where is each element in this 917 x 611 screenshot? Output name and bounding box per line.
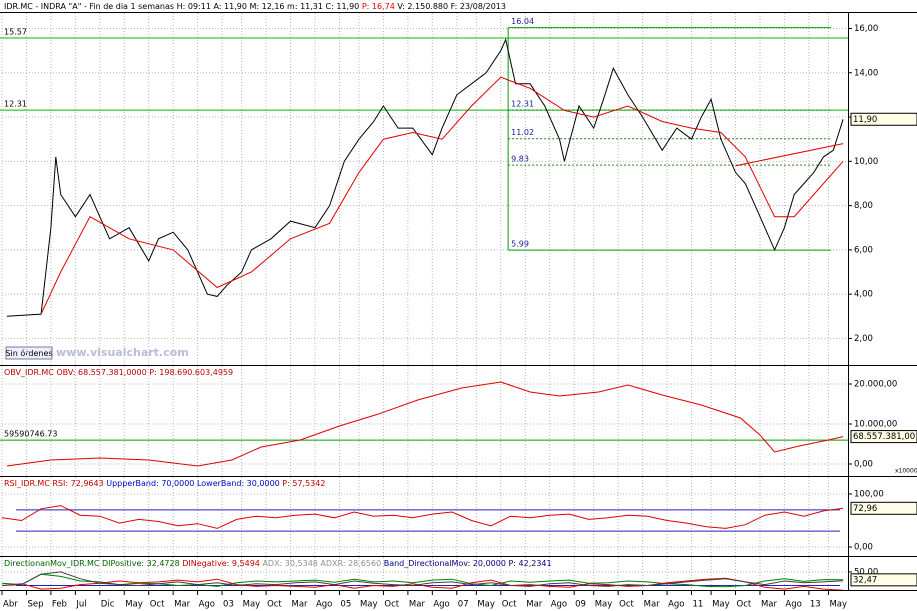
orders-button[interactable] (5, 346, 53, 360)
orders-button-label[interactable]: Sin órdenes (5, 348, 52, 358)
x-tick-label: Ago (199, 600, 215, 610)
x-tick-label: Oct (150, 600, 165, 610)
panel-title-part: UppperBand: 70,0000 LowerBand: 30,0000 (106, 479, 280, 488)
x-tick-label: Dic (101, 600, 115, 610)
trendline (735, 143, 844, 167)
x-tick-label: Oct (502, 600, 517, 610)
x-tick-label: Sep (27, 600, 43, 610)
x-tick-label: 09 (575, 600, 586, 610)
y-tick-label: 16,00 (854, 24, 878, 34)
x-tick-label: Oct (619, 600, 634, 610)
panel-title-part: P: 57,5342 (280, 479, 326, 488)
y-tick-label: 8,00 (854, 201, 873, 211)
y-tick-label: 14,00 (854, 68, 878, 78)
level-label: 12.31 (4, 100, 27, 109)
panel-title-part: ADX: 30,5348 ADXR: 28,6560 (262, 559, 383, 568)
series-line (6, 381, 844, 467)
x-tick-label: Ago (433, 600, 449, 610)
y-tick-label: 50,00 (854, 567, 878, 577)
last-value-box (850, 573, 917, 587)
x-tick-label: 05 (340, 600, 351, 610)
panel-title-part: P: 16,74 (362, 2, 395, 11)
y-tick-label: 4,00 (854, 290, 873, 300)
x-tick-label: Mar (526, 600, 543, 610)
y-tick-label: 20.000,00 (854, 380, 897, 390)
x-tick-label: Mar (644, 600, 661, 610)
x-tick-label: Oct (384, 600, 399, 610)
last-value-label: 11,90 (853, 115, 877, 125)
x-tick-label: 07 (458, 600, 469, 610)
y-tick-label: 100,00 (854, 489, 884, 499)
watermark: www.visualchart.com (56, 346, 189, 359)
x-tick-label: Oct (737, 600, 752, 610)
panel-title: IDR.MC - INDRA "A" - Fin de dia 1 semana… (4, 2, 506, 11)
fib-label: 12.31 (511, 100, 534, 109)
x-tick-label: Ago (668, 600, 684, 610)
panel-title-part: DINegative: 9,5494 (182, 559, 262, 568)
fib-label: 9.83 (511, 155, 529, 164)
series-line (1, 573, 844, 588)
last-value-label: 68.557.381,00 (853, 432, 915, 442)
last-value-label: 32,47 (853, 575, 877, 585)
x-tick-label: May (712, 600, 730, 610)
x-tick-label: Abr (3, 600, 18, 610)
last-value-label: 72,96 (853, 504, 877, 514)
series-line (1, 505, 844, 529)
last-value-box (850, 430, 917, 444)
x-tick-label: May (477, 600, 495, 610)
fib-label: 5.99 (511, 240, 529, 249)
y-tick-label: 10,00 (854, 157, 878, 167)
last-value-box (850, 501, 917, 515)
x-tick-label: 13 (810, 600, 821, 610)
x-tick-label: Jul (75, 600, 86, 610)
panel-title: OBV_IDR.MC OBV: 68.557.381,0000 P: 198.6… (4, 368, 233, 377)
y-tick-label: 10.000,00 (854, 420, 897, 430)
x-tick-label: Mar (292, 600, 309, 610)
x-tick-label: Mar (409, 600, 426, 610)
level-label: 15.57 (4, 28, 27, 37)
fib-label: 16.04 (511, 17, 534, 26)
x-tick-label: 11 (693, 600, 704, 610)
x-tick-label: May (125, 600, 143, 610)
multiplier: x10000 (895, 468, 917, 475)
panel-title: RSI_IDR.MC RSI: 72,9643 UppperBand: 70,0… (4, 479, 325, 488)
series-line (1, 571, 844, 587)
panel-title-part: DirectionanMov_IDR.MC DIPositive: 32,472… (4, 559, 182, 568)
level-label: 59590746.73 (4, 430, 57, 439)
y-tick-label: 2,00 (854, 334, 873, 344)
x-tick-label: May (243, 600, 261, 610)
last-value-box (850, 112, 917, 126)
x-tick-label: Ago (316, 600, 332, 610)
x-tick-label: Mar (761, 600, 778, 610)
panel-title-part: RSI_IDR.MC RSI: 72,9643 (4, 479, 106, 488)
x-tick-label: May (360, 600, 378, 610)
y-tick-label: 0,00 (854, 542, 873, 552)
fib-label: 11.02 (511, 128, 534, 137)
x-tick-label: Ago (551, 600, 567, 610)
x-tick-label: Feb (52, 600, 67, 610)
panel-title-part: Band_DirectionalMov: 20,0000 P: 42,2341 (384, 559, 552, 568)
panel-title-part: V: 2.150.880 F: 23/08/2013 (395, 2, 506, 11)
x-tick-label: Oct (267, 600, 282, 610)
y-tick-label: 0,00 (854, 460, 873, 470)
x-tick-label: 03 (223, 600, 234, 610)
series-line (40, 76, 844, 315)
x-tick-label: May (595, 600, 613, 610)
series-line (1, 577, 844, 591)
x-tick-label: Mar (174, 600, 191, 610)
x-tick-label: May (829, 600, 847, 610)
panel-title-part: OBV_IDR.MC OBV: 68.557.381,0000 P: 198.6… (4, 368, 233, 377)
x-tick-label: Ago (785, 600, 801, 610)
y-tick-label: 6,00 (854, 245, 873, 255)
series-line (6, 38, 844, 317)
panel-title: DirectionanMov_IDR.MC DIPositive: 32,472… (4, 559, 552, 568)
panel-title-part: IDR.MC - INDRA "A" - Fin de dia 1 semana… (4, 2, 362, 11)
